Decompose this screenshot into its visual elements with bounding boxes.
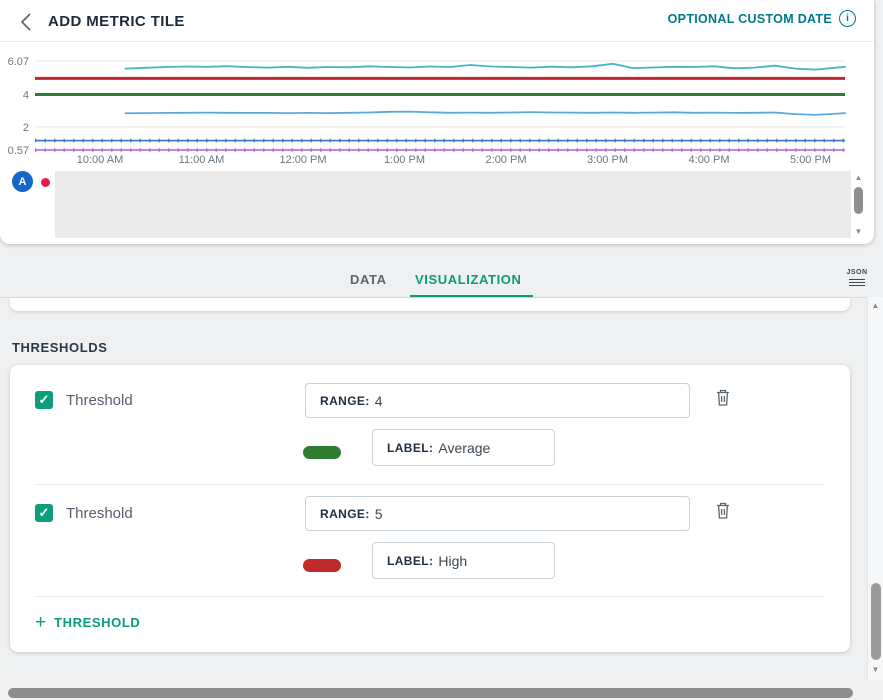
add-threshold-label: THRESHOLD: [54, 615, 141, 630]
metric-preview-chart: 6.07 4 2 0.57 10:00 AM 11:00 AM 12:00 PM 1:00 P…: [8, 56, 846, 166]
chevron-left-icon: [20, 13, 31, 31]
svg-text:3:00 PM: 3:00 PM: [587, 154, 628, 166]
svg-text:0.57: 0.57: [8, 145, 29, 157]
scrolled-card-bottom: [10, 298, 850, 311]
svg-text:10:00 AM: 10:00 AM: [77, 154, 123, 166]
scroll-right-icon[interactable]: ▶: [858, 688, 883, 700]
range-value: 4: [374, 392, 383, 409]
metric-tile-editor-card: ADD METRIC TILE OPTIONAL CUSTOM DATE i 6…: [0, 0, 874, 244]
svg-text:6.07: 6.07: [8, 56, 29, 68]
svg-text:1:00 PM: 1:00 PM: [384, 154, 425, 166]
json-icon: JSON: [846, 269, 868, 276]
tab-visualization[interactable]: VISUALIZATION: [415, 272, 522, 287]
back-button[interactable]: [16, 9, 40, 33]
svg-text:11:00 AM: 11:00 AM: [179, 154, 225, 166]
row-divider: [35, 484, 825, 485]
optional-custom-date-label: OPTIONAL CUSTOM DATE: [667, 11, 832, 26]
plot-label-badge[interactable]: A: [12, 171, 33, 192]
svg-text:4:00 PM: 4:00 PM: [689, 154, 730, 166]
label-value: Average: [438, 439, 491, 456]
threshold-1-checkbox[interactable]: ✓: [35, 391, 53, 409]
range-label: RANGE:: [320, 506, 370, 521]
threshold-1-label-input[interactable]: LABEL: Average: [372, 429, 555, 466]
svg-text:12:00 PM: 12:00 PM: [279, 154, 326, 166]
thresholds-card: ✓ Threshold RANGE: 4 LABEL: Average ✓ Th…: [10, 365, 850, 652]
scrollbar-thumb[interactable]: [8, 688, 853, 698]
scroll-down-icon[interactable]: ▼: [854, 227, 863, 236]
svg-text:5:00 PM: 5:00 PM: [790, 154, 831, 166]
editor-header: ADD METRIC TILE OPTIONAL CUSTOM DATE i: [0, 0, 874, 42]
plot-area-scrollbar[interactable]: ▲ ▼: [851, 172, 866, 238]
svg-text:2: 2: [23, 122, 29, 134]
threshold-1-range-input[interactable]: RANGE: 4: [305, 383, 690, 418]
view-json-button[interactable]: JSON: [846, 269, 868, 293]
plus-icon: +: [35, 612, 47, 633]
threshold-2-range-input[interactable]: RANGE: 5: [305, 496, 690, 531]
scroll-down-icon[interactable]: ▼: [871, 665, 880, 674]
svg-text:2:00 PM: 2:00 PM: [486, 154, 527, 166]
row-divider: [35, 596, 825, 597]
scroll-up-icon[interactable]: ▲: [854, 173, 863, 182]
svg-text:4: 4: [23, 89, 29, 101]
threshold-2-label-input[interactable]: LABEL: High: [372, 542, 555, 579]
threshold-2-checkbox[interactable]: ✓: [35, 504, 53, 522]
threshold-2-delete-button[interactable]: [713, 500, 735, 522]
threshold-2-color-swatch[interactable]: [303, 559, 341, 572]
horizontal-scrollbar[interactable]: ◀ ▶: [0, 686, 883, 700]
thresholds-heading: THRESHOLDS: [12, 340, 108, 355]
label-label: LABEL:: [387, 440, 434, 455]
trash-icon: [717, 389, 729, 406]
label-value: High: [438, 552, 468, 569]
plot-status-dot: [41, 178, 50, 187]
range-label: RANGE:: [320, 393, 370, 408]
range-value: 5: [374, 505, 383, 522]
threshold-1-label: Threshold: [66, 392, 133, 409]
tabbar-divider: [0, 297, 883, 298]
threshold-1-color-swatch[interactable]: [303, 446, 341, 459]
plot-detail-area: [55, 171, 851, 238]
threshold-1-delete-button[interactable]: [713, 387, 735, 409]
page-title: ADD METRIC TILE: [48, 13, 185, 30]
optional-custom-date-button[interactable]: OPTIONAL CUSTOM DATE i: [668, 10, 856, 27]
tab-data[interactable]: DATA: [350, 272, 387, 287]
scroll-up-icon[interactable]: ▲: [871, 301, 880, 310]
scrollbar-thumb[interactable]: [870, 583, 881, 660]
add-threshold-button[interactable]: + THRESHOLD: [35, 613, 140, 632]
threshold-2-label: Threshold: [66, 505, 133, 522]
scrollbar-thumb[interactable]: [854, 187, 863, 214]
trash-icon: [717, 502, 729, 519]
main-vertical-scrollbar[interactable]: ▲ ▼: [867, 297, 883, 680]
info-icon[interactable]: i: [839, 10, 856, 27]
label-label: LABEL:: [387, 553, 434, 568]
